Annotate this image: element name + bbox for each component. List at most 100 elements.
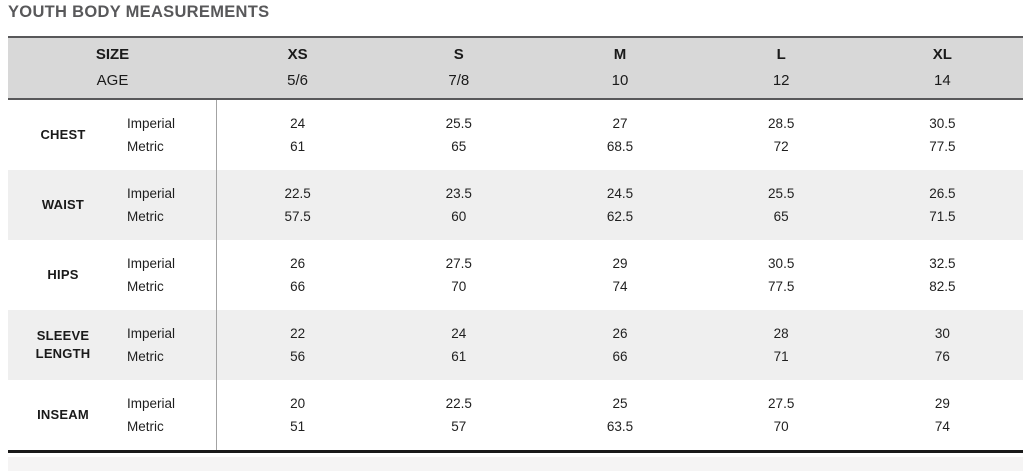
- youth-body-measurements-table: SIZE AGE XS 5/6 S 7/8 M 10 L 12 XL 14 CHEST Imperi…: [8, 36, 1023, 453]
- metric-label: Metric: [127, 209, 164, 224]
- value-cell: 25.5 65: [701, 170, 862, 240]
- metric-value: 63.5: [606, 419, 634, 434]
- unit-labels-cell: Imperial Metric: [118, 240, 217, 310]
- value-cell: 27.5 70: [378, 240, 539, 310]
- age-header-label: AGE: [96, 72, 129, 89]
- value-cell: 25 63.5: [539, 380, 700, 450]
- value-cell: 27 68.5: [539, 100, 700, 170]
- value-cell: 24.5 62.5: [539, 170, 700, 240]
- metric-value: 74: [934, 419, 950, 434]
- row-label: WAIST: [41, 196, 85, 212]
- age-label: 14: [934, 72, 951, 89]
- value-cell: 26 66: [217, 240, 378, 310]
- value-cell: 22.5 57: [378, 380, 539, 450]
- imperial-value: 30.5: [768, 256, 795, 271]
- header-size-cell: XL 14: [862, 38, 1023, 98]
- imperial-value: 24: [290, 116, 306, 131]
- metric-value: 70: [451, 279, 467, 294]
- metric-value: 51: [290, 419, 306, 434]
- imperial-value: 24.5: [606, 186, 634, 201]
- value-cell: 30.5 77.5: [701, 240, 862, 310]
- metric-value: 66: [612, 349, 628, 364]
- imperial-value: 28.5: [768, 116, 795, 131]
- imperial-value: 22.5: [284, 186, 311, 201]
- metric-value: 66: [290, 279, 306, 294]
- metric-value: 71.5: [929, 209, 956, 224]
- metric-value: 57.5: [284, 209, 311, 224]
- imperial-label: Imperial: [127, 186, 176, 201]
- unit-labels-cell: Imperial Metric: [118, 380, 217, 450]
- imperial-value: 26: [612, 326, 628, 341]
- value-cell: 27.5 70: [701, 380, 862, 450]
- metric-value: 82.5: [929, 279, 956, 294]
- table-row: SLEEVE LENGTH Imperial Metric 22 56 24 61 26 66 2…: [8, 310, 1023, 380]
- unit-labels-cell: Imperial Metric: [118, 170, 217, 240]
- size-age-header-cell: SIZE AGE: [8, 38, 217, 98]
- metric-value: 71: [773, 349, 789, 364]
- age-label: 10: [611, 72, 629, 89]
- value-cell: 28 71: [701, 310, 862, 380]
- size-label: S: [453, 46, 464, 63]
- metric-label: Metric: [127, 139, 164, 154]
- imperial-value: 25.5: [768, 186, 795, 201]
- age-label: 12: [772, 72, 790, 89]
- header-size-cell: XS 5/6: [217, 38, 378, 98]
- imperial-label: Imperial: [127, 116, 176, 131]
- imperial-value: 20: [290, 396, 306, 411]
- value-cell: 29 74: [862, 380, 1023, 450]
- value-cell: 22.5 57.5: [217, 170, 378, 240]
- value-cell: 25.5 65: [378, 100, 539, 170]
- metric-value: 70: [773, 419, 789, 434]
- size-label: XS: [287, 46, 308, 63]
- imperial-value: 22.5: [445, 396, 472, 411]
- imperial-value: 24: [451, 326, 467, 341]
- imperial-label: Imperial: [127, 396, 176, 411]
- metric-value: 60: [451, 209, 467, 224]
- imperial-value: 27.5: [445, 256, 472, 271]
- metric-label: Metric: [127, 279, 164, 294]
- footer-strip: [8, 457, 1023, 471]
- imperial-value: 30.5: [929, 116, 956, 131]
- metric-value: 76: [934, 349, 950, 364]
- row-label: CHEST: [40, 126, 86, 142]
- imperial-value: 28: [773, 326, 789, 341]
- header-size-cell: L 12: [701, 38, 862, 98]
- metric-value: 61: [451, 349, 467, 364]
- imperial-label: Imperial: [127, 326, 176, 341]
- imperial-label: Imperial: [127, 256, 176, 271]
- row-label: SLEEVE LENGTH: [35, 327, 91, 361]
- value-cell: 30.5 77.5: [862, 100, 1023, 170]
- metric-label: Metric: [127, 349, 164, 364]
- imperial-value: 22: [290, 326, 306, 341]
- metric-value: 65: [451, 139, 467, 154]
- value-cell: 28.5 72: [701, 100, 862, 170]
- metric-value: 62.5: [606, 209, 634, 224]
- size-label: L: [776, 46, 786, 63]
- header-size-cell: S 7/8: [378, 38, 539, 98]
- table-body: CHEST Imperial Metric 24 61 25.5 65 27 68.5 28.5 7…: [8, 100, 1023, 453]
- imperial-value: 26: [290, 256, 306, 271]
- size-header-label: SIZE: [95, 46, 130, 63]
- metric-value: 61: [290, 139, 306, 154]
- row-label: HIPS: [47, 266, 79, 282]
- imperial-value: 26.5: [929, 186, 956, 201]
- row-label: INSEAM: [37, 406, 89, 422]
- imperial-value: 27.5: [768, 396, 795, 411]
- unit-labels-cell: Imperial Metric: [118, 100, 217, 170]
- value-cell: 26.5 71.5: [862, 170, 1023, 240]
- metric-value: 77.5: [768, 279, 795, 294]
- imperial-value: 30: [934, 326, 950, 341]
- imperial-value: 27: [612, 116, 628, 131]
- table-header-row: SIZE AGE XS 5/6 S 7/8 M 10 L 12 XL 14: [8, 36, 1023, 100]
- metric-value: 74: [612, 279, 628, 294]
- metric-value: 57: [451, 419, 467, 434]
- value-cell: 22 56: [217, 310, 378, 380]
- value-cell: 24 61: [217, 100, 378, 170]
- age-label: 5/6: [287, 72, 309, 89]
- imperial-value: 29: [612, 256, 628, 271]
- metric-label: Metric: [127, 419, 164, 434]
- value-cell: 23.5 60: [378, 170, 539, 240]
- value-cell: 32.5 82.5: [862, 240, 1023, 310]
- age-label: 7/8: [448, 72, 470, 89]
